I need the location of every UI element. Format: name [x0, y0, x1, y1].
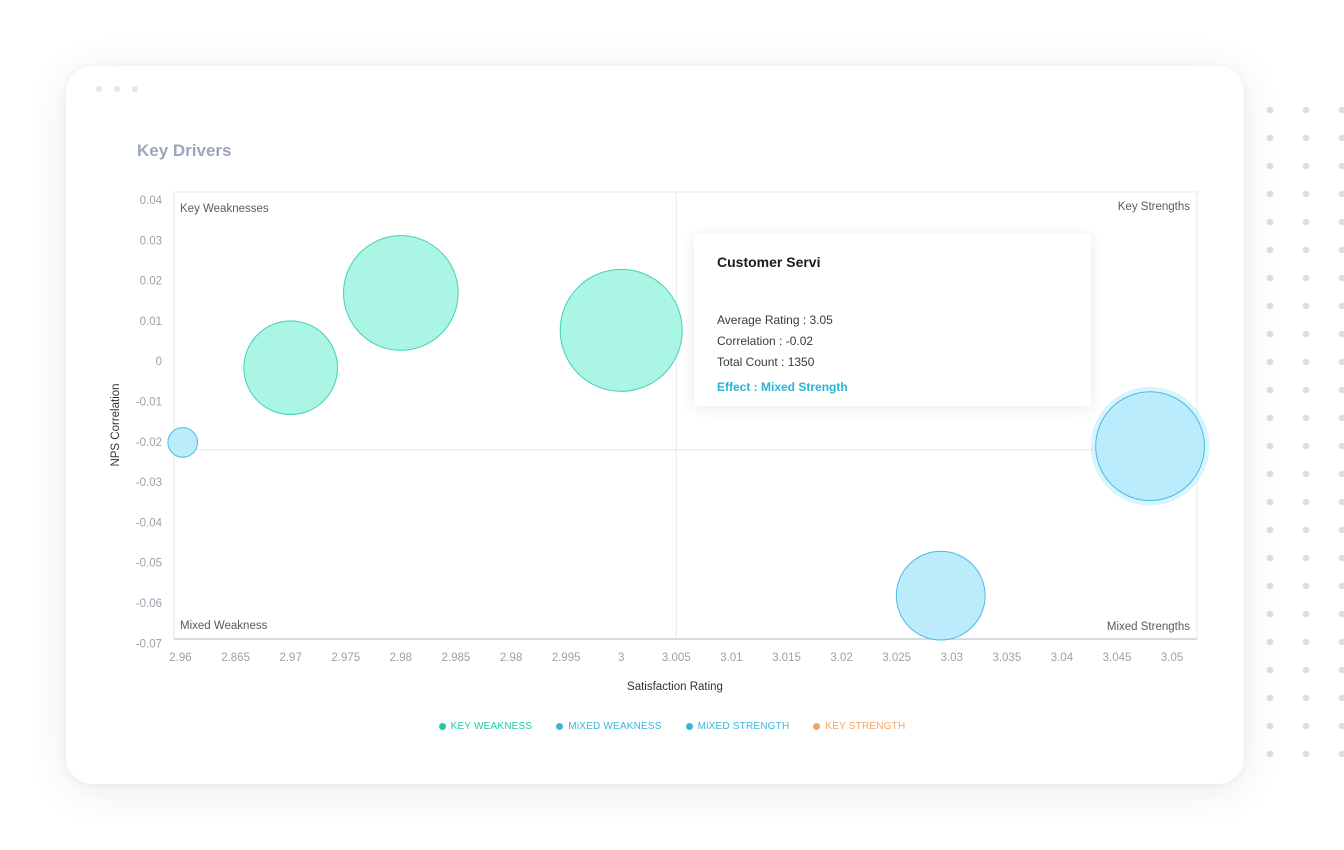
bubble-tooltip: Customer Servi Average Rating : 3.05 Cor…	[694, 234, 1091, 406]
y-tick-label: 0	[156, 356, 162, 368]
x-tick-label: 3.025	[882, 652, 911, 664]
legend-dot-icon	[556, 723, 564, 730]
tooltip-correlation: Correlation : -0.02	[717, 334, 814, 348]
quadrant-label-key-weaknesses: Key Weaknesses	[180, 203, 269, 215]
y-axis-label: NPS Correlation	[110, 383, 122, 466]
legend-item[interactable]: KEY WEAKNESS	[438, 721, 533, 732]
x-tick-label: 2.865	[221, 652, 250, 664]
y-tick-label: -0.05	[136, 558, 162, 570]
quadrant-label-mixed-strengths: Mixed Strengths	[1107, 621, 1190, 633]
decorative-dot-pattern	[1252, 96, 1344, 766]
bubble	[895, 550, 986, 641]
x-tick-label: 3.045	[1103, 652, 1132, 664]
x-tick-label: 3.03	[941, 652, 963, 664]
y-tick-label: -0.06	[136, 598, 162, 610]
x-tick-label: 2.98	[500, 652, 522, 664]
x-tick-label: 3.005	[662, 652, 691, 664]
legend-label: MiXED STRENGTH	[697, 721, 790, 732]
window-controls	[96, 86, 138, 92]
legend-label: MiXED WEAKNESS	[568, 721, 662, 732]
tooltip-average-rating: Average Rating : 3.05	[717, 313, 833, 327]
y-tick-label: 0.03	[140, 235, 162, 247]
x-tick-label: 2.98	[390, 652, 412, 664]
x-tick-label: 2.985	[442, 652, 471, 664]
bubble	[1095, 391, 1205, 502]
quadrant-label-key-strengths: Key Strengths	[1118, 201, 1190, 213]
tooltip-total-count: Total Count : 1350	[717, 355, 815, 369]
legend-item[interactable]: MiXED WEAKNESS	[556, 721, 661, 732]
window-dot	[96, 86, 102, 92]
chart-legend: KEY WEAKNESS MiXED WEAKNESS MiXED STRENGTH…	[0, 721, 1344, 732]
page-title: Key Drivers	[137, 141, 232, 160]
x-tick-label: 3	[618, 652, 624, 664]
x-tick-label: 2.96	[169, 652, 191, 664]
y-tick-label: 0.01	[140, 316, 162, 328]
y-tick-label: -0.02	[136, 437, 162, 449]
legend-label: KEY STRENGTH	[825, 721, 906, 732]
y-tick-label: -0.07	[136, 638, 162, 650]
tooltip-effect: Effect : Mixed Strength	[717, 380, 848, 394]
window-dot	[114, 86, 120, 92]
legend-dot-icon	[813, 723, 821, 730]
y-tick-label: -0.04	[136, 517, 163, 529]
x-tick-label: 3.05	[1161, 652, 1183, 664]
legend-dot-icon	[685, 723, 693, 730]
legend-item[interactable]: MiXED STRENGTH	[685, 721, 790, 732]
x-tick-label: 3.04	[1051, 652, 1074, 664]
x-tick-label: 3.015	[772, 652, 801, 664]
quadrant-label-mixed-weakness: Mixed Weakness	[180, 620, 268, 632]
bubble	[243, 320, 338, 416]
window-dot	[132, 86, 138, 92]
x-tick-label: 2.97	[279, 652, 301, 664]
y-tick-label: 0.04	[140, 195, 163, 207]
y-tick-label: 0.02	[140, 276, 162, 288]
x-tick-label: 3.035	[992, 652, 1021, 664]
chart-card: Key Drivers	[66, 66, 1244, 784]
y-tick-label: -0.03	[136, 477, 162, 489]
tooltip-title: Customer Servi	[717, 254, 821, 270]
legend-item[interactable]: KEY STRENGTH	[813, 721, 905, 732]
x-axis-label: Satisfaction Rating	[627, 681, 723, 693]
legend-label: KEY WEAKNESS	[450, 721, 533, 732]
legend-dot-icon	[438, 723, 446, 730]
bubble	[167, 427, 199, 458]
x-tick-label: 3.02	[830, 652, 852, 664]
y-tick-label: -0.01	[136, 397, 162, 409]
x-tick-label: 2.995	[552, 652, 581, 664]
bubble	[559, 268, 683, 392]
x-tick-label: 2.975	[331, 652, 360, 664]
bubble	[343, 235, 459, 351]
x-tick-label: 3.01	[720, 652, 742, 664]
